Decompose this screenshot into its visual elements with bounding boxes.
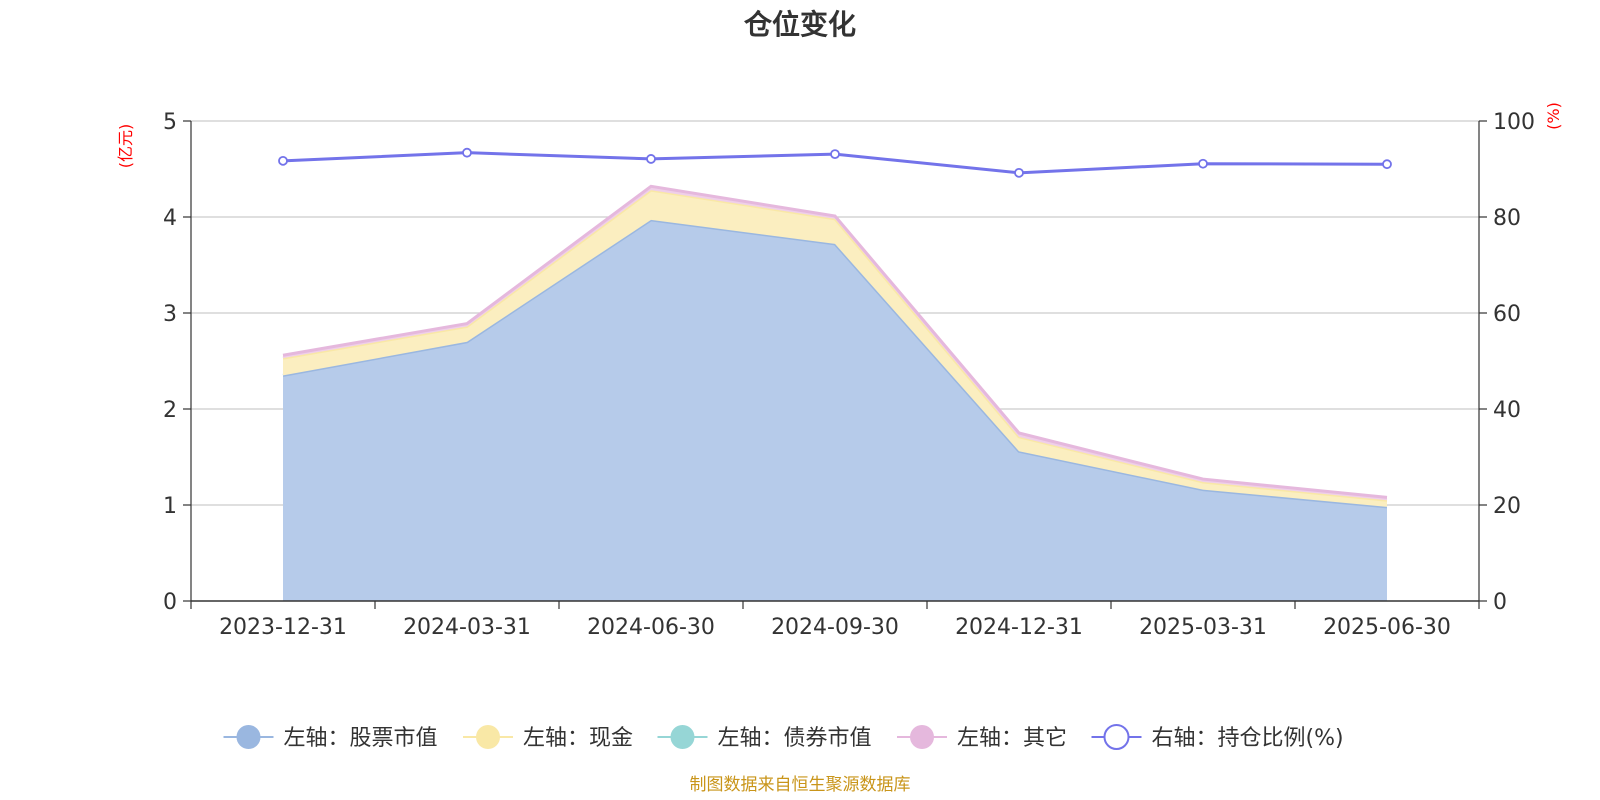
legend-item: 左轴：债券市值: [657, 725, 872, 751]
position-ratio-series: [278, 147, 1392, 178]
legend-label: 左轴：股票市值: [284, 726, 438, 751]
x-axis-tick-label: 2023-12-31: [219, 615, 347, 640]
right-axis-tick-label: 100: [1493, 110, 1535, 135]
legend-label: 左轴：债券市值: [718, 726, 872, 751]
chart-title: 仓位变化: [744, 8, 856, 41]
left-axis-tick-label: 3: [163, 302, 177, 327]
ratio-point: [278, 155, 288, 166]
x-axis-tick-label: 2024-09-30: [771, 615, 899, 640]
left-axis-unit: (亿元): [116, 124, 135, 169]
right-axis-tick-label: 0: [1493, 590, 1507, 615]
right-axis-tick-label: 40: [1493, 398, 1521, 423]
area-左轴：现金: [283, 190, 1387, 507]
left-axis-tick-label: 4: [163, 206, 177, 231]
area-edge-左轴：其它: [282, 184, 1388, 499]
ratio-point: [1198, 158, 1208, 169]
legend-label: 左轴：其它: [957, 726, 1067, 751]
x-axis-tick-label: 2024-03-31: [403, 615, 531, 640]
ratio-point: [1382, 159, 1392, 170]
legend: 左轴：股票市值 左轴：现金 左轴：债券市值 左轴：其它 右轴：持仓比例(%): [223, 724, 1344, 751]
legend-marker-icon: [476, 725, 500, 749]
right-axis-tick-label: 60: [1493, 302, 1521, 327]
left-axis-tick-label: 1: [163, 494, 177, 519]
right-axis-tick-label: 20: [1493, 494, 1521, 519]
ratio-point: [462, 147, 472, 158]
data-source-note: 制图数据来自恒生聚源数据库: [690, 775, 911, 795]
legend-item: 左轴：现金: [463, 725, 633, 751]
x-axis-tick-label: 2024-06-30: [587, 615, 715, 640]
ratio-point: [646, 154, 656, 164]
left-axis-tick-label: 0: [163, 590, 177, 615]
legend-marker-icon: [910, 725, 934, 749]
legend-item: 左轴：其它: [897, 725, 1067, 751]
legend-marker-icon: [670, 725, 695, 749]
stacked-areas: [282, 184, 1388, 601]
left-axis-tick-label: 5: [163, 110, 177, 135]
legend-marker-icon: [236, 725, 261, 749]
x-axis-tick-label: 2025-06-30: [1323, 615, 1451, 640]
right-axis-unit: (%): [1544, 102, 1563, 130]
area-左轴：股票市值: [283, 219, 1387, 601]
x-axis-tick-label: 2025-03-31: [1139, 615, 1267, 640]
axes: 0 1 2 3 4 5 0 20 40 60 80 100 2023-12-31 2024-03-31 20…: [163, 110, 1535, 640]
left-axis-tick-label: 2: [163, 398, 177, 423]
legend-item: 左轴：股票市值: [223, 725, 438, 751]
legend-label: 右轴：持仓比例(%): [1152, 726, 1344, 751]
right-axis-tick-label: 80: [1493, 206, 1521, 231]
ratio-point: [1014, 167, 1024, 178]
legend-item: 右轴：持仓比例(%): [1091, 724, 1344, 751]
x-axis-tick-label: 2024-12-31: [955, 615, 1083, 640]
ratio-point: [830, 149, 840, 160]
legend-marker-icon: [1103, 724, 1130, 750]
legend-label: 左轴：现金: [523, 726, 633, 751]
